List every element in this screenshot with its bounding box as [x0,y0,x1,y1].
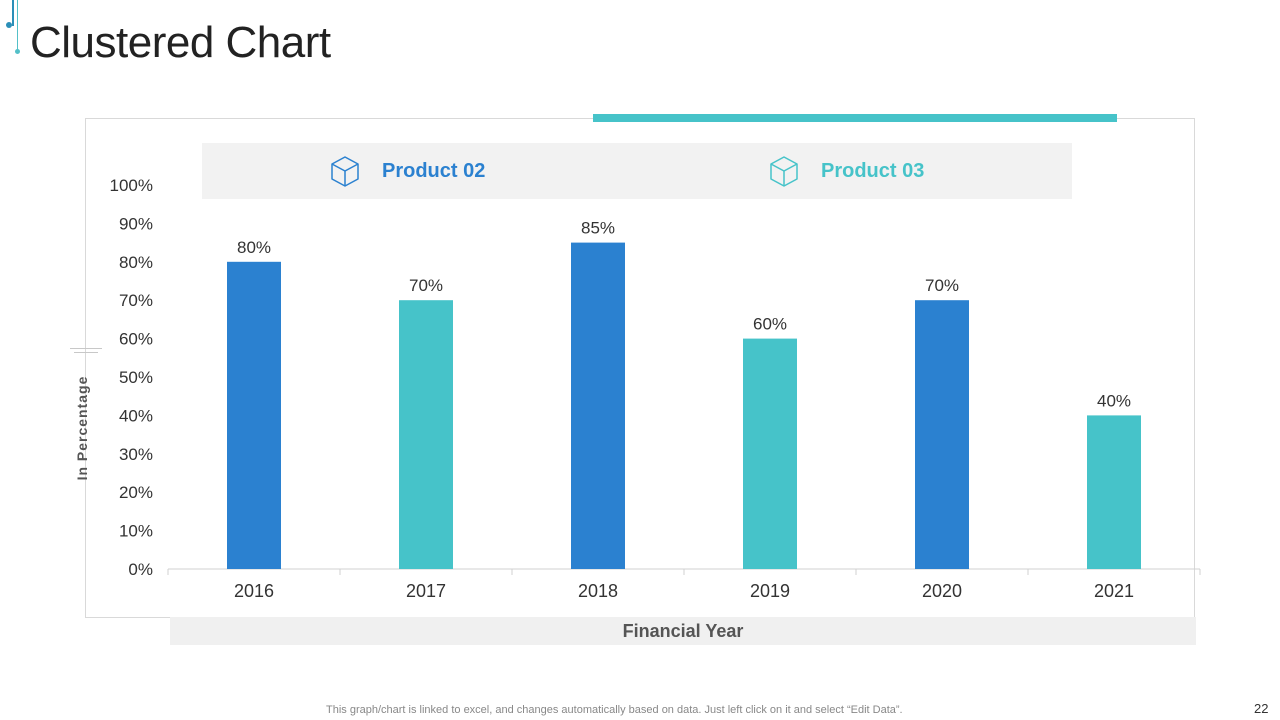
x-tick-label: 2016 [234,581,274,601]
bar-2021 [1087,415,1141,569]
chart-legend: Product 02 Product 03 [202,143,1072,199]
bar-2019 [743,338,797,569]
data-label: 60% [753,315,787,334]
legend-item-product-02[interactable]: Product 02 [330,143,485,199]
title-accent-line [12,0,14,26]
y-tick-label: 10% [119,522,153,541]
legend-label: Product 03 [821,159,925,182]
frame-decoration-line [74,352,98,353]
x-tick-label: 2019 [750,581,790,601]
y-tick-label: 70% [119,291,153,310]
y-tick-label: 30% [119,445,153,464]
y-tick-label: 50% [119,368,153,387]
y-tick-label: 0% [128,560,153,579]
frame-decoration-line [70,348,102,349]
x-axis-title: Financial Year [622,620,744,641]
y-tick-label: 40% [119,406,153,425]
chart-top-accent-bar [593,114,1117,122]
x-tick-label: 2018 [578,581,618,601]
page-title: Clustered Chart [30,18,331,67]
y-tick-label: 60% [119,330,153,349]
x-axis-title-band: Financial Year [170,617,1196,645]
y-tick-label: 100% [110,176,153,195]
cube-icon [770,156,798,187]
x-tick-label: 2020 [922,581,962,601]
data-label: 80% [237,238,271,257]
y-tick-label: 90% [119,214,153,233]
y-tick-label: 80% [119,253,153,272]
page-number: 22 [1254,701,1269,716]
cube-icon [331,156,359,187]
x-tick-label: 2021 [1094,581,1134,601]
y-axis-title: In Percentage [74,375,90,481]
footnote: This graph/chart is linked to excel, and… [326,704,903,716]
title-accent-line-secondary [17,0,18,50]
legend-item-product-03[interactable]: Product 03 [769,143,924,199]
bar-2020 [915,300,969,569]
data-label: 85% [581,219,615,238]
data-label: 40% [1097,391,1131,410]
title-accent-dot-secondary [15,49,20,54]
x-tick-label: 2017 [406,581,446,601]
title-accent-dot [6,22,12,28]
data-label: 70% [925,276,959,295]
bar-2018 [571,242,625,569]
bar-2016 [227,261,281,569]
y-tick-label: 20% [119,483,153,502]
data-label: 70% [409,276,443,295]
legend-label: Product 02 [382,159,486,182]
bar-2017 [399,300,453,569]
